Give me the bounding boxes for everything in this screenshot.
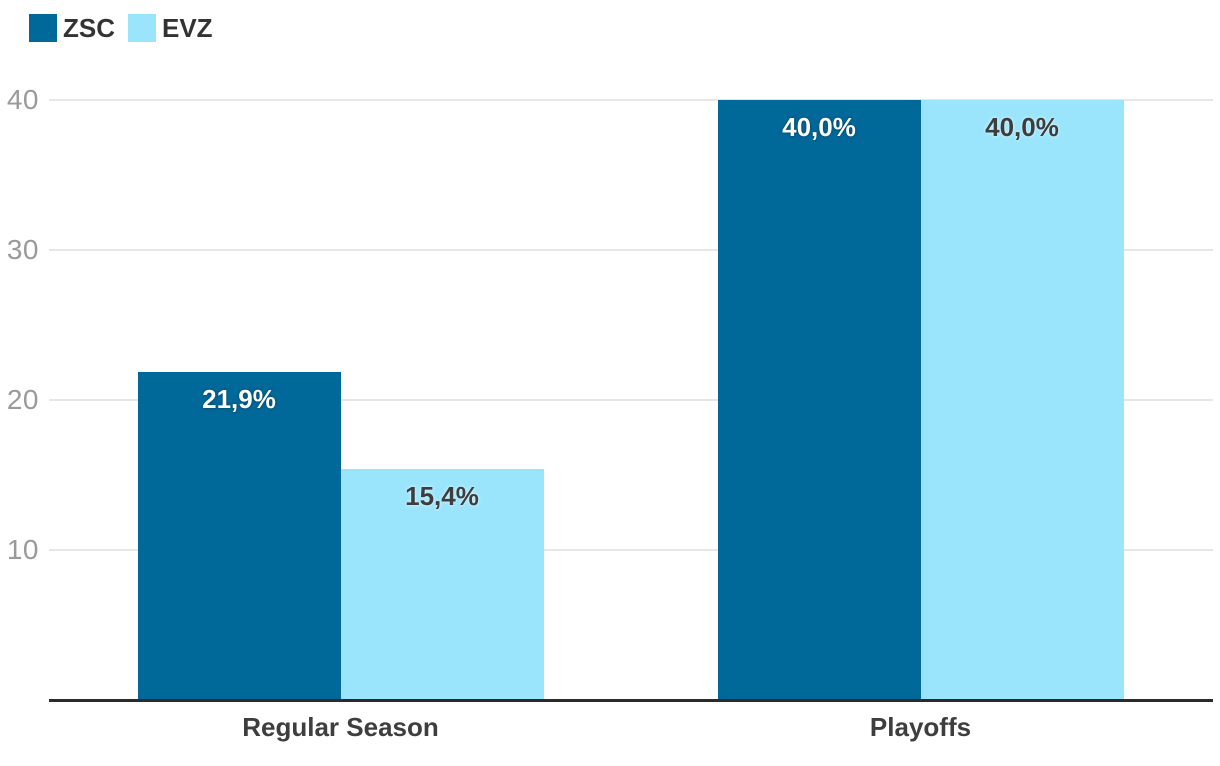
gridline-40 bbox=[49, 99, 1213, 101]
legend-item-evz[interactable]: EVZ bbox=[128, 14, 213, 42]
legend-swatch-zsc-icon bbox=[29, 14, 57, 42]
legend: ZSC EVZ bbox=[29, 14, 213, 42]
bar-evz-regular-season[interactable] bbox=[340, 469, 544, 700]
legend-label-zsc: ZSC bbox=[63, 13, 115, 43]
legend-label-evz: EVZ bbox=[162, 13, 213, 43]
gridline-10 bbox=[49, 549, 1213, 551]
bar-value-label-evz-regular-season: 15,4% bbox=[405, 481, 479, 511]
bar-zsc-playoffs[interactable] bbox=[717, 100, 921, 700]
bar-evz-playoffs[interactable] bbox=[920, 100, 1124, 700]
bar-zsc-regular-season[interactable] bbox=[137, 371, 341, 700]
y-axis-tick-40: 40 bbox=[6, 84, 39, 115]
y-axis-tick-10: 10 bbox=[6, 534, 39, 565]
y-axis-tick-20: 20 bbox=[6, 384, 39, 415]
x-axis-line bbox=[49, 699, 1213, 702]
x-axis-label-playoffs: Playoffs bbox=[869, 712, 972, 742]
gridline-30 bbox=[49, 249, 1213, 251]
bar-value-label-evz-playoffs: 40,0% bbox=[985, 112, 1059, 142]
y-axis-tick-30: 30 bbox=[6, 234, 39, 265]
legend-item-zsc[interactable]: ZSC bbox=[29, 14, 115, 42]
bar-value-label-zsc-regular-season: 21,9% bbox=[202, 383, 276, 414]
gridline-20 bbox=[49, 399, 1213, 401]
bar-value-label-zsc-playoffs: 40,0% bbox=[782, 112, 856, 142]
legend-swatch-evz-icon bbox=[128, 14, 156, 42]
x-axis-label-regular-season: Regular Season bbox=[242, 712, 439, 742]
